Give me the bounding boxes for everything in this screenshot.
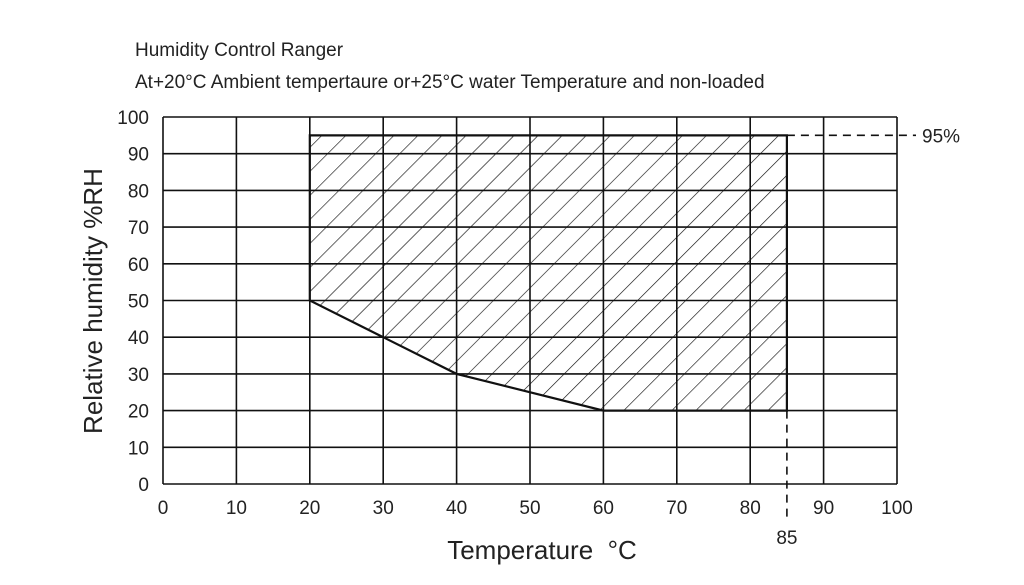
- y-axis-ticks: 0 10 20 30 40 50 60 70 80 90 100: [117, 108, 149, 496]
- y-tick-label-30: 30: [128, 365, 149, 386]
- y-tick-label-40: 40: [128, 328, 149, 349]
- y-tick-label-70: 70: [128, 218, 149, 239]
- annotation-label-85-degrees: 85: [776, 528, 797, 549]
- x-tick-label-40: 40: [446, 498, 467, 519]
- annotation-label-95-percent: 95%: [922, 126, 960, 147]
- y-tick-label-100: 100: [117, 108, 149, 129]
- x-tick-label-90: 90: [813, 498, 834, 519]
- x-tick-label-20: 20: [299, 498, 320, 519]
- y-tick-label-80: 80: [128, 181, 149, 202]
- region-hatch-fill: [309, 135, 787, 411]
- operating-region: [308, 134, 789, 412]
- x-tick-label-10: 10: [226, 498, 247, 519]
- x-tick-label-50: 50: [519, 498, 540, 519]
- region-boundary-line: [308, 134, 789, 412]
- x-tick-label-100: 100: [881, 498, 913, 519]
- x-axis-ticks: 0 10 20 30 40 50 60 70 80 90 100: [158, 498, 913, 519]
- y-tick-label-50: 50: [128, 292, 149, 313]
- chart-subtitle: At+20°C Ambient tempertaure or+25°C wate…: [135, 72, 765, 93]
- x-axis-title: Temperature °C: [447, 535, 637, 565]
- x-tick-label-0: 0: [158, 498, 169, 519]
- y-axis-title: Relative humidity %RH: [78, 168, 108, 434]
- chart-title: Humidity Control Ranger: [135, 40, 344, 61]
- y-tick-label-10: 10: [128, 438, 149, 459]
- annotations: 95% 85: [776, 126, 960, 549]
- y-tick-label-20: 20: [128, 402, 149, 423]
- y-tick-label-0: 0: [138, 475, 149, 496]
- x-tick-label-70: 70: [666, 498, 687, 519]
- y-tick-label-60: 60: [128, 255, 149, 276]
- x-tick-label-30: 30: [373, 498, 394, 519]
- x-tick-label-80: 80: [740, 498, 761, 519]
- y-tick-label-90: 90: [128, 145, 149, 166]
- x-tick-label-60: 60: [593, 498, 614, 519]
